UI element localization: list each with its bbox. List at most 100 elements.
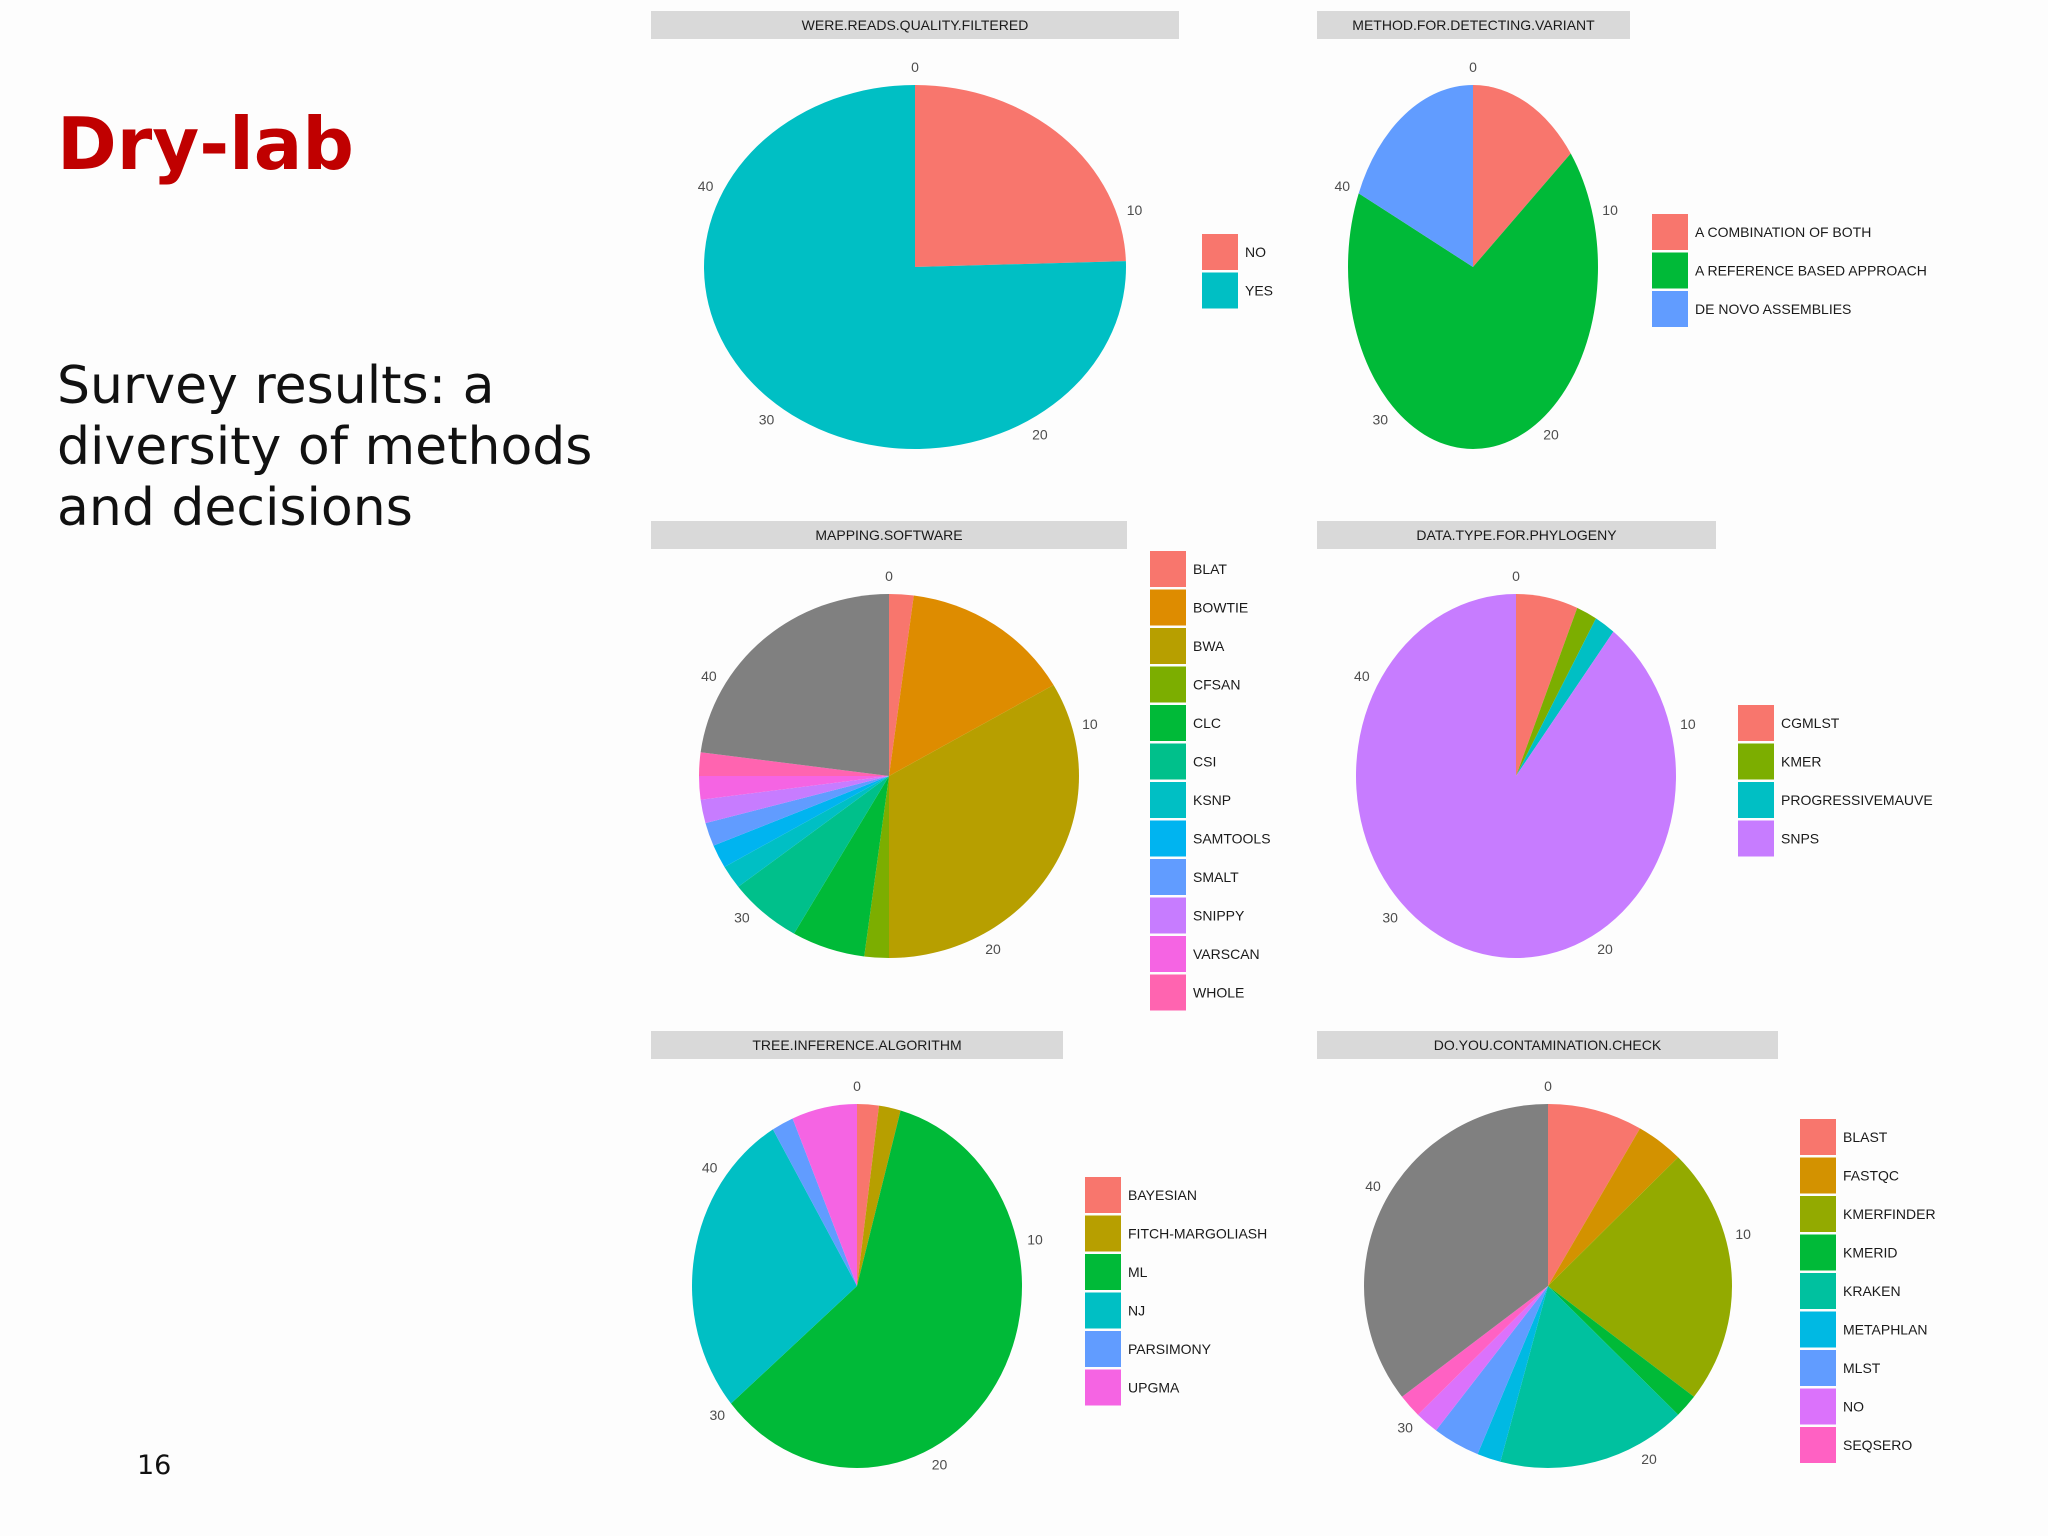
pie-slice (889, 685, 1079, 958)
pie-slice (792, 1104, 857, 1286)
legend-label: KMER (1781, 754, 1821, 770)
legend-key (1150, 705, 1186, 741)
theta-tick-label: 10 (1602, 202, 1618, 218)
theta-tick-label: 0 (1512, 568, 1520, 584)
pie-slice (1548, 1286, 1694, 1415)
theta-tick-label: 20 (1641, 1451, 1657, 1467)
page-number: 16 (137, 1450, 172, 1481)
pie-slice (730, 1110, 1022, 1468)
legend-key (1085, 1331, 1121, 1367)
legend-label: CFSAN (1193, 677, 1240, 693)
facet-title: DO.YOU.CONTAMINATION.CHECK (1434, 1037, 1662, 1053)
theta-tick-label: 30 (734, 909, 750, 925)
legend-key (1800, 1350, 1836, 1386)
legend-label: SMALT (1193, 869, 1239, 885)
pie-slice (1548, 1128, 1679, 1286)
pie-slice (857, 1105, 901, 1286)
pie-slice (1348, 153, 1598, 450)
chart-4: TREE.INFERENCE.ALGORITHM 0 10 20 30 40 BAYESIA… (651, 1031, 1267, 1473)
legend-label: WHOLE (1193, 985, 1244, 1001)
pie-slice (1516, 618, 1614, 776)
legend-key (1150, 666, 1186, 703)
legend-label: NJ (1128, 1303, 1145, 1319)
legend-key (1738, 743, 1774, 780)
legend-key (1800, 1427, 1836, 1463)
facet-strip (1317, 1031, 1778, 1059)
legend-key (1085, 1292, 1121, 1329)
legend-key (1150, 782, 1186, 818)
legend-key (1800, 1196, 1836, 1232)
legend-label: A COMBINATION OF BOTH (1695, 224, 1871, 240)
legend-label: CLC (1193, 715, 1221, 731)
legend-label: SAMTOOLS (1193, 831, 1271, 847)
chart-3: DATA.TYPE.FOR.PHYLOGENY 0 10 20 30 40 CGMLST KM… (1317, 521, 1933, 958)
legend-label: UPGMA (1128, 1380, 1180, 1396)
legend-label: BLAT (1193, 561, 1227, 577)
legend-key (1738, 782, 1774, 818)
pie-slice (864, 776, 889, 958)
pie-slice (889, 594, 914, 776)
pie-slice (1516, 594, 1578, 776)
pie-slice (915, 85, 1126, 267)
pie-slice (1356, 594, 1676, 958)
legend-label: FITCH-MARGOLIASH (1128, 1226, 1267, 1242)
legend-key (1202, 234, 1238, 270)
legend-key (1652, 291, 1688, 327)
theta-tick-label: 40 (1354, 668, 1370, 684)
theta-tick-label: 40 (698, 178, 714, 194)
legend-key (1738, 705, 1774, 741)
legend-label: KMERID (1843, 1245, 1897, 1261)
legend-label: NO (1843, 1399, 1864, 1415)
facet-strip (651, 11, 1179, 39)
legend-key (1652, 252, 1688, 289)
pie-slice (889, 595, 1054, 776)
pie-slice (705, 776, 889, 846)
pie-slice (700, 776, 889, 824)
theta-tick-label: 20 (1597, 941, 1613, 957)
chart-0: WERE.READS.QUALITY.FILTERED 0 10 20 30 40 NO YE… (651, 11, 1273, 450)
legend-label: ML (1128, 1264, 1148, 1280)
legend-label: VARSCAN (1193, 946, 1260, 962)
theta-tick-label: 0 (1544, 1078, 1552, 1094)
theta-tick-label: 20 (1543, 427, 1559, 443)
pie-slice (738, 776, 889, 934)
theta-tick-label: 10 (1735, 1226, 1751, 1242)
pie-slice (1358, 84, 1473, 267)
legend-key (1085, 1254, 1121, 1290)
theta-tick-label: 20 (985, 941, 1001, 957)
theta-tick-label: 40 (1334, 178, 1350, 194)
theta-tick-label: 30 (1382, 909, 1398, 925)
pie-slice (1516, 607, 1596, 776)
legend-label: CSI (1193, 754, 1216, 770)
theta-tick-label: 0 (853, 1078, 861, 1094)
pie-slice (699, 752, 889, 776)
theta-tick-label: 40 (702, 1159, 718, 1175)
facet-strip (651, 1031, 1063, 1059)
chart-5: DO.YOU.CONTAMINATION.CHECK 0 10 20 30 40 BLAST… (1317, 1031, 1936, 1468)
legend-key (1800, 1157, 1836, 1194)
legend-key (1085, 1369, 1121, 1406)
facet-title: MAPPING.SOFTWARE (815, 527, 962, 543)
legend-key (1652, 214, 1688, 250)
theta-tick-label: 20 (932, 1457, 948, 1473)
legend-label: A REFERENCE BASED APPROACH (1695, 263, 1927, 279)
pie-slice (1402, 1286, 1548, 1415)
legend-label: FASTQC (1843, 1168, 1899, 1184)
legend-label: MLST (1843, 1360, 1881, 1376)
theta-tick-label: 10 (1680, 716, 1696, 732)
legend-label: SEQSERO (1843, 1437, 1912, 1453)
facet-title: WERE.READS.QUALITY.FILTERED (802, 17, 1029, 33)
chart-2: MAPPING.SOFTWARE 0 10 20 30 40 BLAT BOWTIE BWA CF… (651, 521, 1271, 1011)
pie-slice (772, 1118, 857, 1286)
legend-label: KMERFINDER (1843, 1206, 1936, 1222)
pie-slice (1473, 85, 1571, 267)
legend-label: SNPS (1781, 831, 1819, 847)
slide-subtitle: Survey results: a diversity of methods a… (57, 356, 593, 538)
legend-label: METAPHLAN (1843, 1322, 1928, 1338)
facet-strip (651, 521, 1127, 549)
legend-label: BOWTIE (1193, 600, 1248, 616)
theta-tick-label: 0 (1469, 59, 1477, 75)
legend-label: PROGRESSIVEMAUVE (1781, 792, 1933, 808)
chart-1: METHOD.FOR.DETECTING.VARIANT 0 10 20 30 40 A C… (1317, 11, 1927, 450)
legend-label: BAYESIAN (1128, 1187, 1197, 1203)
